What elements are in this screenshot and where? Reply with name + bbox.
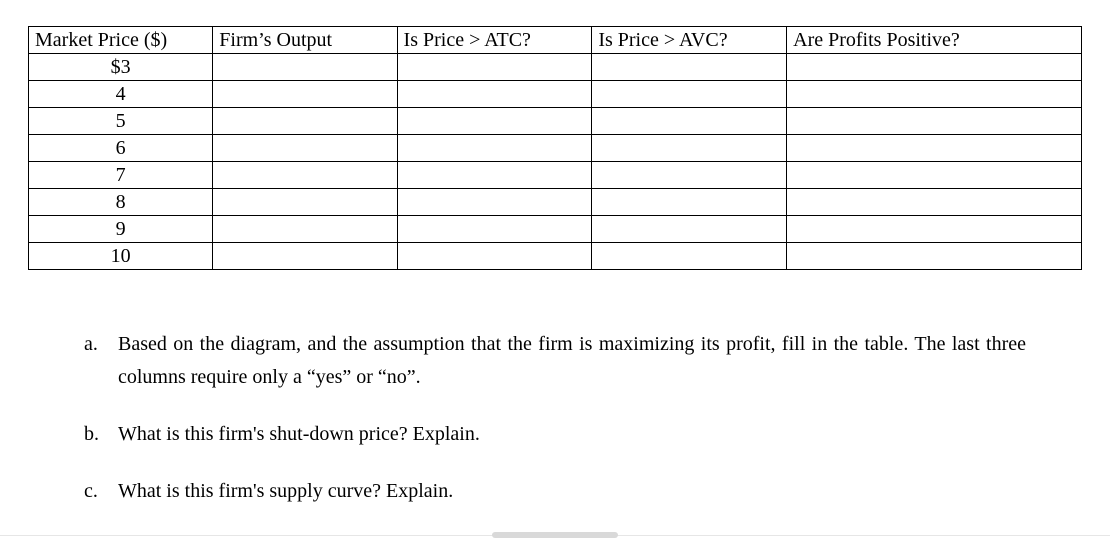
cell-profits xyxy=(787,135,1082,162)
questions-block: a. Based on the diagram, and the assumpt… xyxy=(28,328,1082,508)
scroll-handle-icon xyxy=(492,532,618,538)
cell-profits xyxy=(787,54,1082,81)
cell-atc xyxy=(397,189,592,216)
cell-atc xyxy=(397,108,592,135)
table-row: 8 xyxy=(29,189,1082,216)
cell-atc xyxy=(397,162,592,189)
cell-atc xyxy=(397,54,592,81)
table-row: $3 xyxy=(29,54,1082,81)
cell-atc xyxy=(397,81,592,108)
col-header-profits-positive: Are Profits Positive? xyxy=(787,27,1082,54)
col-header-price-gt-avc: Is Price > AVC? xyxy=(592,27,787,54)
question-a: a. Based on the diagram, and the assumpt… xyxy=(84,328,1026,394)
question-text: What is this firm's shut-down price? Exp… xyxy=(118,418,1026,451)
question-b: b. What is this firm's shut-down price? … xyxy=(84,418,1026,451)
cell-output xyxy=(213,216,397,243)
table-body: $3 4 5 6 7 xyxy=(29,54,1082,270)
question-marker: c. xyxy=(84,475,118,508)
question-c: c. What is this firm's supply curve? Exp… xyxy=(84,475,1026,508)
cell-output xyxy=(213,189,397,216)
question-text: Based on the diagram, and the assumption… xyxy=(118,328,1026,394)
cell-atc xyxy=(397,243,592,270)
question-marker: b. xyxy=(84,418,118,451)
table-row: 7 xyxy=(29,162,1082,189)
cell-output xyxy=(213,135,397,162)
cell-price: 7 xyxy=(29,162,213,189)
cell-price: 9 xyxy=(29,216,213,243)
bottom-scroll-indicator xyxy=(0,532,1110,540)
cell-output xyxy=(213,162,397,189)
cell-price: 4 xyxy=(29,81,213,108)
cell-atc xyxy=(397,216,592,243)
table-row: 9 xyxy=(29,216,1082,243)
cell-output xyxy=(213,81,397,108)
cell-avc xyxy=(592,108,787,135)
cell-avc xyxy=(592,135,787,162)
cell-price: 5 xyxy=(29,108,213,135)
cell-price: $3 xyxy=(29,54,213,81)
cell-avc xyxy=(592,54,787,81)
cell-avc xyxy=(592,162,787,189)
cell-atc xyxy=(397,135,592,162)
cell-output xyxy=(213,108,397,135)
table-row: 4 xyxy=(29,81,1082,108)
cell-profits xyxy=(787,243,1082,270)
cell-profits xyxy=(787,162,1082,189)
table-header-row: Market Price ($) Firm’s Output Is Price … xyxy=(29,27,1082,54)
cell-profits xyxy=(787,108,1082,135)
cell-avc xyxy=(592,216,787,243)
table-row: 5 xyxy=(29,108,1082,135)
question-text: What is this firm's supply curve? Explai… xyxy=(118,475,1026,508)
cell-profits xyxy=(787,216,1082,243)
question-marker: a. xyxy=(84,328,118,361)
cell-price: 8 xyxy=(29,189,213,216)
cell-price: 6 xyxy=(29,135,213,162)
table-row: 10 xyxy=(29,243,1082,270)
cell-profits xyxy=(787,189,1082,216)
price-output-table: Market Price ($) Firm’s Output Is Price … xyxy=(28,26,1082,270)
col-header-price-gt-atc: Is Price > ATC? xyxy=(397,27,592,54)
table-row: 6 xyxy=(29,135,1082,162)
cell-output xyxy=(213,243,397,270)
cell-price: 10 xyxy=(29,243,213,270)
cell-avc xyxy=(592,189,787,216)
col-header-market-price: Market Price ($) xyxy=(29,27,213,54)
cell-avc xyxy=(592,81,787,108)
cell-profits xyxy=(787,81,1082,108)
cell-avc xyxy=(592,243,787,270)
col-header-firms-output: Firm’s Output xyxy=(213,27,397,54)
cell-output xyxy=(213,54,397,81)
